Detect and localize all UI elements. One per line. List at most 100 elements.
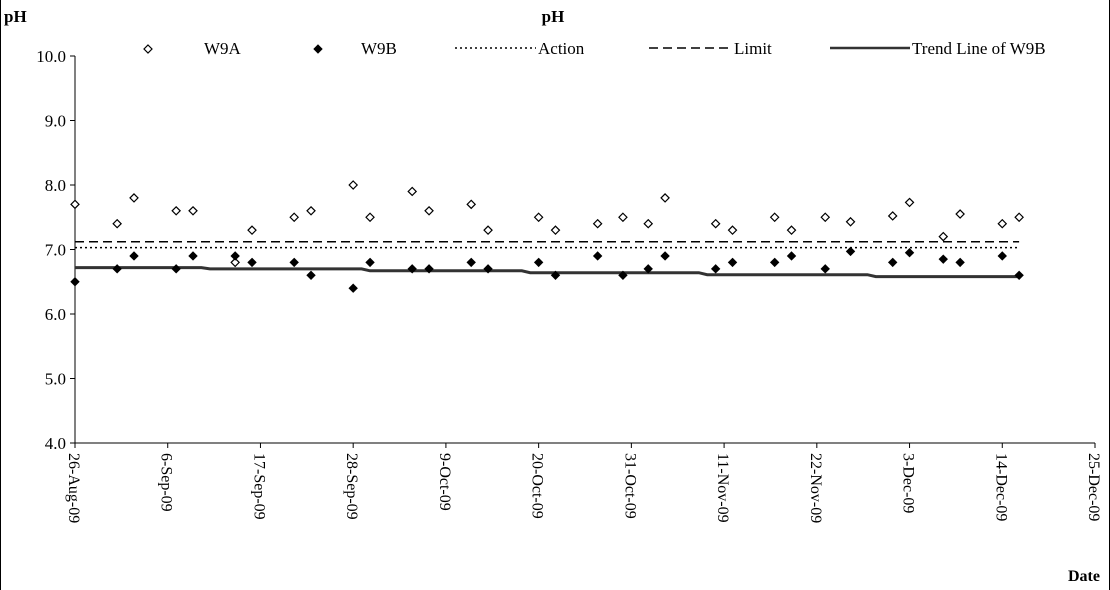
y-tick-label: 4.0 <box>45 434 66 453</box>
w9b-point <box>424 264 434 274</box>
w9a-point <box>289 212 300 223</box>
w9a-point <box>247 225 257 235</box>
y-tick-label: 8.0 <box>45 176 66 195</box>
legend-label: Trend Line of W9B <box>912 39 1046 58</box>
w9a-point <box>550 225 561 235</box>
w9b-point <box>348 283 358 293</box>
w9b-point <box>466 257 476 268</box>
w9b-point <box>70 277 80 287</box>
chart-title: pH <box>542 7 565 26</box>
w9a-point <box>643 218 654 229</box>
w9a-point <box>938 231 949 242</box>
x-tick-label: 28-Sep-09 <box>343 453 360 520</box>
trend-line-w9b <box>75 266 1020 279</box>
legend-label: Limit <box>734 39 772 58</box>
plot-area <box>70 180 1024 293</box>
x-tick-label: 14-Dec-09 <box>992 453 1009 521</box>
y-tick-label: 5.0 <box>45 370 66 389</box>
w9b-point <box>306 270 316 281</box>
x-axis-label: Date <box>1068 568 1100 585</box>
w9b-point <box>188 251 198 261</box>
w9b-point <box>230 251 240 261</box>
w9a-point <box>618 212 628 223</box>
w9b-point <box>820 264 830 274</box>
w9a-point <box>769 212 780 223</box>
w9b-point <box>643 264 653 274</box>
x-tick-label: 11-Nov-09 <box>714 453 731 523</box>
w9a-point <box>365 212 375 223</box>
w9b-point <box>955 257 965 268</box>
w9a-point <box>407 186 418 197</box>
w9b-point <box>483 264 493 274</box>
w9b-point <box>845 246 856 257</box>
y-ticks: 4.0 5.0 6.0 7.0 8.0 9.0 10.0 <box>36 47 75 453</box>
w9b-point <box>887 257 898 268</box>
y-axis-label: pH <box>4 7 27 26</box>
w9a-point <box>660 193 670 203</box>
w9a-point <box>786 225 797 235</box>
w9b-point <box>247 257 257 268</box>
w9a-point <box>955 209 965 219</box>
w9a-point <box>887 211 898 221</box>
w9a-point <box>820 212 831 223</box>
w9b-point <box>710 264 721 274</box>
w9a-point <box>592 218 603 229</box>
w9a-point <box>348 180 359 190</box>
y-tick-label: 7.0 <box>45 241 66 260</box>
legend-label: W9B <box>361 39 397 58</box>
legend: W9A W9B Action Limit Trend Line of W9B <box>143 39 1046 58</box>
w9b-point <box>1014 270 1024 281</box>
w9b-point <box>129 251 139 261</box>
y-tick-label: 10.0 <box>36 47 66 66</box>
w9b-point <box>904 248 915 258</box>
x-tick-label: 6-Sep-09 <box>158 453 175 512</box>
x-tick-label: 20-Oct-09 <box>529 453 546 519</box>
w9a-point <box>306 205 316 216</box>
w9a-point <box>70 199 80 210</box>
w9b-point <box>727 257 738 268</box>
w9a-point <box>1014 212 1024 223</box>
w9a-point <box>727 225 738 235</box>
w9a-point <box>112 218 122 229</box>
w9a-point <box>129 193 139 203</box>
x-tick-label: 25-Dec-09 <box>1085 453 1102 521</box>
x-tick-label: 3-Dec-09 <box>900 453 917 513</box>
x-tick-label: 22-Nov-09 <box>807 453 824 523</box>
w9b-point <box>769 257 780 268</box>
y-tick-label: 9.0 <box>45 112 66 131</box>
w9b-point <box>533 257 544 268</box>
w9a-point <box>710 218 721 229</box>
legend-w9b-marker <box>313 44 323 54</box>
w9a-point <box>171 205 182 216</box>
w9b-point <box>112 264 122 274</box>
legend-label: Action <box>538 39 585 58</box>
w9a-point <box>466 199 477 210</box>
w9b-point <box>997 251 1007 261</box>
w9a-point <box>904 197 915 208</box>
w9a-point <box>483 225 493 235</box>
x-tick-label: 31-Oct-09 <box>621 453 638 519</box>
x-tick-label: 17-Sep-09 <box>250 453 267 520</box>
w9b-point <box>938 254 948 264</box>
x-tick-label: 26-Aug-09 <box>65 453 82 523</box>
w9a-point <box>188 205 198 216</box>
w9b-point <box>365 257 375 268</box>
axes <box>74 56 1095 444</box>
w9b-point <box>289 257 299 268</box>
w9a-point <box>997 218 1008 229</box>
left-border <box>0 0 1 590</box>
y-tick-label: 6.0 <box>45 305 66 324</box>
legend-w9a-marker <box>143 44 153 54</box>
w9b-point <box>786 251 797 261</box>
w9a-point <box>845 216 856 227</box>
w9b-point <box>618 270 628 281</box>
w9b-point <box>171 264 181 274</box>
legend-label: W9A <box>204 39 242 58</box>
w9b-point <box>592 251 603 261</box>
x-ticks: 26-Aug-09 6-Sep-09 17-Sep-09 28-Sep-09 9-Oct… <box>65 443 1102 523</box>
x-tick-label: 9-Oct-09 <box>436 453 453 511</box>
w9b-point <box>407 264 417 274</box>
w9b-point <box>660 251 670 261</box>
w9a-point <box>533 212 544 223</box>
